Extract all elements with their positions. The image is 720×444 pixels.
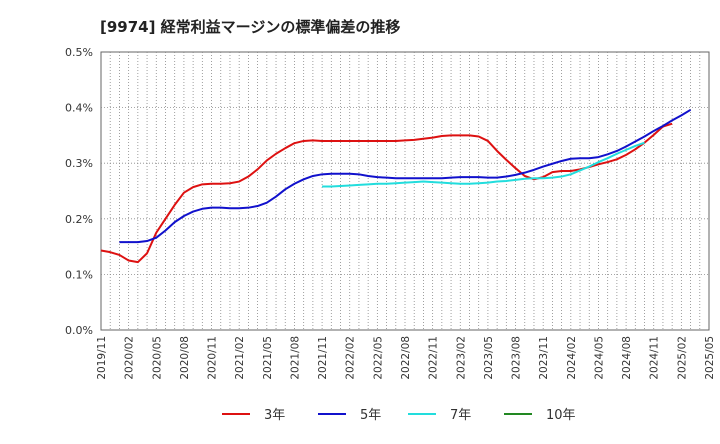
x-tick-label: 2023/05	[483, 336, 495, 380]
y-tick-label: 0.1%	[65, 268, 93, 281]
x-tick-label: 2021/11	[317, 336, 329, 380]
grid-lines	[101, 52, 709, 330]
chart-title: [9974] 経常利益マージンの標準偏差の推移	[100, 18, 401, 36]
x-axis: 2019/11 2020/02 2020/05 2020/08 2020/11 2021/…	[96, 336, 716, 380]
x-tick-label: 2025/02	[676, 336, 688, 380]
legend: 3年 5年 7年 10年	[222, 408, 576, 423]
x-tick-label: 2023/02	[455, 336, 467, 380]
y-tick-label: 0.5%	[65, 46, 93, 59]
x-tick-label: 2023/08	[511, 336, 523, 380]
x-tick-label: 2024/08	[621, 336, 633, 380]
series-line-3年	[100, 122, 673, 264]
x-tick-label: 2020/08	[179, 336, 191, 380]
x-tick-label: 2022/08	[400, 336, 412, 380]
series-lines	[100, 108, 692, 264]
x-tick-label: 2019/11	[96, 336, 108, 380]
x-tick-label: 2024/11	[649, 336, 661, 380]
x-tick-label: 2023/11	[538, 336, 550, 380]
x-tick-label: 2024/05	[593, 336, 605, 380]
x-tick-label: 2024/02	[566, 336, 578, 380]
x-tick-label: 2022/05	[372, 336, 384, 380]
legend-label: 5年	[360, 408, 381, 423]
series-line-5年	[119, 108, 692, 244]
x-tick-label: 2021/08	[289, 336, 301, 380]
series-line-7年	[322, 141, 645, 188]
x-tick-label: 2020/02	[124, 336, 136, 380]
x-tick-label: 2022/11	[428, 336, 440, 380]
legend-label: 7年	[450, 408, 471, 423]
y-tick-label: 0.0%	[65, 324, 93, 337]
y-tick-label: 0.4%	[65, 102, 93, 115]
y-tick-label: 0.2%	[65, 213, 93, 226]
legend-label: 10年	[546, 408, 576, 423]
legend-label: 3年	[264, 408, 285, 423]
y-tick-label: 0.3%	[65, 157, 93, 170]
x-tick-label: 2020/11	[207, 336, 219, 380]
x-tick-label: 2025/05	[704, 336, 716, 380]
x-tick-label: 2021/02	[234, 336, 246, 380]
x-tick-label: 2020/05	[151, 336, 163, 380]
y-axis: 0.0% 0.1% 0.2% 0.3% 0.4% 0.5%	[65, 46, 93, 337]
x-tick-label: 2021/05	[262, 336, 274, 380]
x-tick-label: 2022/02	[345, 336, 357, 380]
